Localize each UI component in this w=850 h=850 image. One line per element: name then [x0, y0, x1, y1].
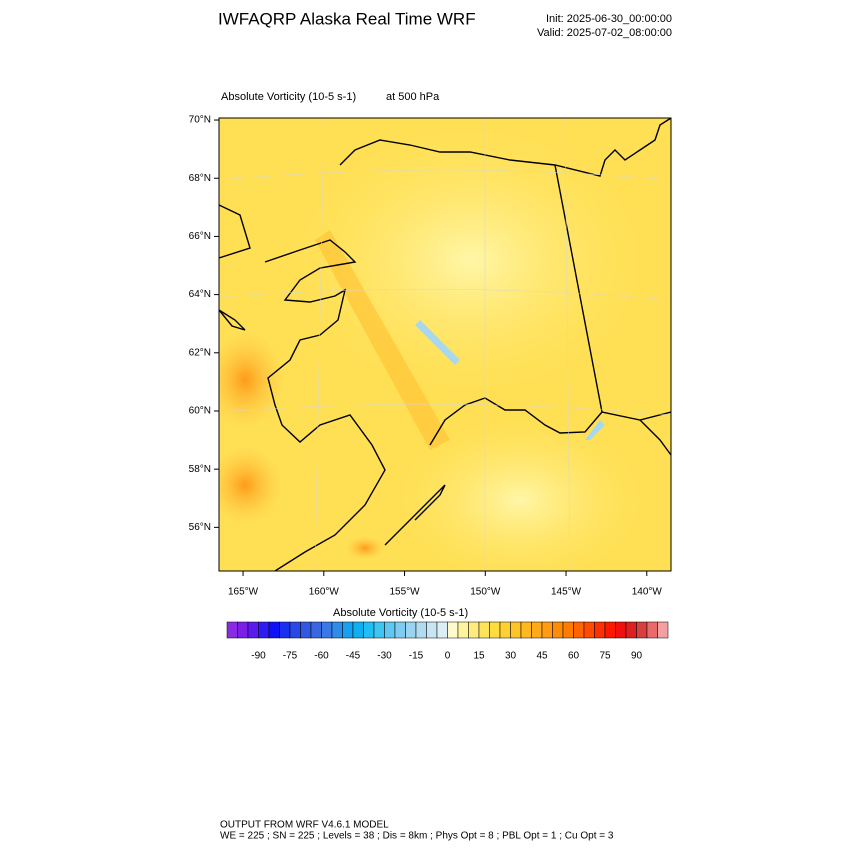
colorbar-box — [657, 621, 669, 639]
colorbar-box — [636, 621, 648, 639]
map-field — [219, 118, 671, 571]
colorbar-box — [352, 621, 364, 639]
colorbar-box — [646, 621, 658, 639]
colorbar-box — [604, 621, 616, 639]
colorbar-tick-label: -45 — [346, 651, 361, 662]
colorbar-box — [478, 621, 490, 639]
colorbar-tick-label: -90 — [251, 651, 266, 662]
colorbar-box — [331, 621, 343, 639]
footer-line: WE = 225 ; SN = 225 ; Levels = 38 ; Dis … — [220, 831, 614, 842]
valid-time: Valid: 2025-07-02_08:00:00 — [537, 27, 672, 39]
colorbar-box — [247, 621, 259, 639]
colorbar-tick-label: 90 — [631, 651, 643, 662]
colorbar-tick-label: 45 — [536, 651, 548, 662]
colorbar-box — [310, 621, 322, 639]
colorbar-box — [510, 621, 522, 639]
colorbar-tick-label: 15 — [473, 651, 485, 662]
colorbar-box — [520, 621, 532, 639]
colorbar-box — [226, 621, 238, 639]
level-label: at 500 hPa — [386, 91, 440, 103]
lat-tick-label: 62°N — [189, 347, 211, 358]
colorbar-box — [447, 621, 459, 639]
lat-tick-label: 66°N — [189, 231, 211, 242]
colorbar-box — [363, 621, 375, 639]
lon-tick-label: 165°W — [228, 587, 259, 598]
colorbar-box — [499, 621, 511, 639]
lat-tick-label: 68°N — [189, 173, 211, 184]
colorbar-box — [405, 621, 417, 639]
colorbar-box — [489, 621, 501, 639]
colorbar-box — [321, 621, 333, 639]
colorbar-box — [342, 621, 354, 639]
colorbar-title: Absolute Vorticity (10-5 s-1) — [333, 607, 468, 619]
colorbar-box — [457, 621, 469, 639]
lon-tick-label: 150°W — [470, 587, 501, 598]
colorbar-tick-label: -60 — [314, 651, 329, 662]
colorbar-box — [415, 621, 427, 639]
colorbar-box — [373, 621, 385, 639]
lat-tick-label: 70°N — [189, 115, 211, 126]
colorbar-box — [541, 621, 553, 639]
colorbar-box — [394, 621, 406, 639]
colorbar-tick-label: -75 — [283, 651, 298, 662]
colorbar-tick-label: 30 — [505, 651, 517, 662]
colorbar-tick-label: -15 — [409, 651, 424, 662]
lat-tick-label: 56°N — [189, 522, 211, 533]
colorbar-box — [436, 621, 448, 639]
colorbar-box — [384, 621, 396, 639]
colorbar-box — [237, 621, 249, 639]
title: IWFAQRP Alaska Real Time WRF — [218, 9, 476, 28]
colorbar-box — [426, 621, 438, 639]
lon-tick-label: 140°W — [632, 587, 663, 598]
colorbar-box — [583, 621, 595, 639]
lon-tick-label: 155°W — [389, 587, 420, 598]
colorbar-box — [594, 621, 606, 639]
colorbar-box — [268, 621, 280, 639]
lat-tick-label: 58°N — [189, 464, 211, 475]
colorbar-box — [552, 621, 564, 639]
init-time: Init: 2025-06-30_00:00:00 — [546, 13, 672, 25]
colorbar-box — [562, 621, 574, 639]
colorbar-box — [468, 621, 480, 639]
colorbar-box — [289, 621, 301, 639]
colorbar-box — [300, 621, 312, 639]
lat-tick-label: 64°N — [189, 289, 211, 300]
lon-tick-label: 160°W — [309, 587, 340, 598]
colorbar-box — [279, 621, 291, 639]
colorbar-box — [573, 621, 585, 639]
colorbar-box — [625, 621, 637, 639]
map-frame — [218, 117, 672, 572]
colorbar-tick-label: 0 — [445, 651, 451, 662]
colorbar-tick-label: -30 — [377, 651, 392, 662]
colorbar-box — [258, 621, 270, 639]
field-label: Absolute Vorticity (10-5 s-1) — [221, 91, 356, 103]
colorbar-box — [615, 621, 627, 639]
lat-tick-label: 60°N — [189, 406, 211, 417]
colorbar-tick-label: 75 — [599, 651, 611, 662]
colorbar-box — [531, 621, 543, 639]
colorbar-tick-label: 60 — [568, 651, 580, 662]
lon-tick-label: 145°W — [551, 587, 582, 598]
footer-line: OUTPUT FROM WRF V4.6.1 MODEL — [220, 820, 389, 831]
